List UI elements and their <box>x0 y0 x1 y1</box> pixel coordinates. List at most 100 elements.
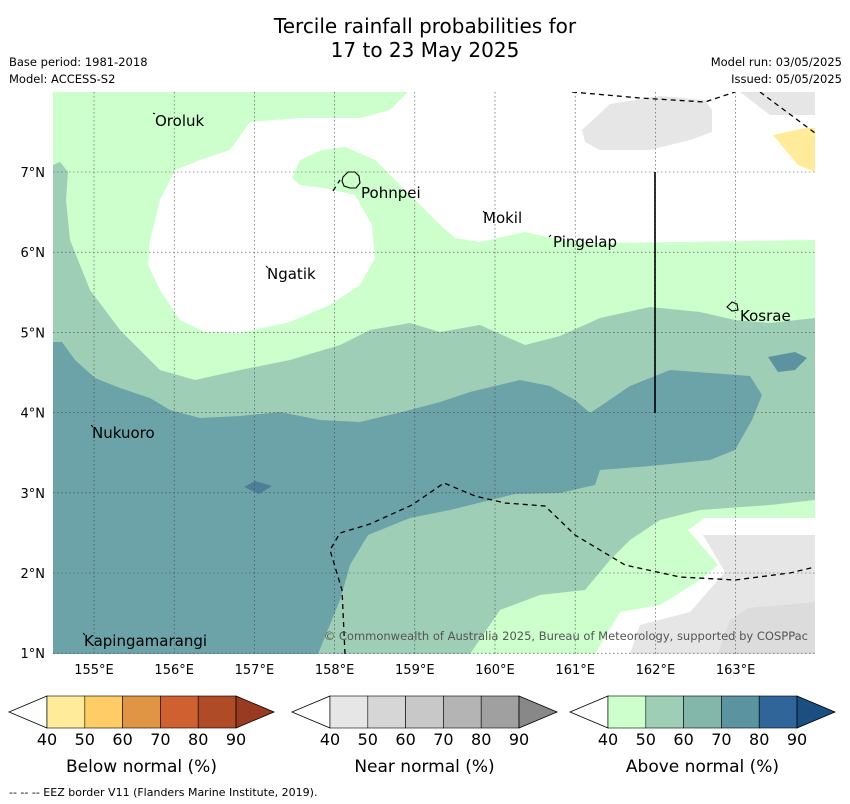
x-tick-label: 162°E <box>636 663 676 678</box>
colorbar-segment <box>122 695 161 729</box>
field-above-70-80-patch <box>768 352 807 372</box>
colorbar-segment <box>329 695 369 729</box>
pohnpei-island-outline <box>341 171 361 189</box>
colorbar-tick-label: 70 <box>150 730 170 749</box>
place-kosrae: Kosrae <box>740 307 791 325</box>
y-tick-label: 3°N <box>21 487 46 502</box>
colorbar-tick-label: 80 <box>471 730 491 749</box>
colorbar-segment <box>758 695 798 729</box>
colorbar-segment <box>160 695 199 729</box>
field-below-40-50 <box>773 128 815 172</box>
copyright-notice: © Commonwealth of Australia 2025, Bureau… <box>324 629 808 643</box>
model-run: Model run: 03/05/2025 <box>710 55 842 69</box>
marker-ngatik <box>265 265 269 269</box>
model-name: Model: ACCESS-S2 <box>9 72 116 86</box>
colorbar-under-triangle <box>7 695 48 729</box>
title-line-1: Tercile rainfall probabilities for <box>273 14 577 38</box>
eez-footnote: -- -- -- EEZ border V11 (Flanders Marine… <box>9 786 318 799</box>
colorbar-title-below: Below normal (%) <box>66 757 217 777</box>
colorbar-above: 40 50 60 70 80 90 Above normal (%) <box>568 695 837 777</box>
colorbar-tick-label: 60 <box>112 730 132 749</box>
colorbar-tick-label: 50 <box>636 730 656 749</box>
y-axis-ticks: 7°N 6°N 5°N 4°N 3°N 2°N 1°N <box>21 166 46 662</box>
meta-right: Model run: 03/05/2025 Issued: 05/05/2025 <box>711 54 842 88</box>
colorbar-tick-label: 40 <box>37 730 57 749</box>
colorbar-title-above: Above normal (%) <box>626 757 779 777</box>
colorbar-near: 40 50 60 70 80 90 Near normal (%) <box>290 695 559 777</box>
colorbar-tick-label: 50 <box>75 730 95 749</box>
colorbar-segment <box>46 695 86 729</box>
colorbar-segment <box>405 695 444 729</box>
marker-oroluk <box>152 112 156 115</box>
probability-fields <box>53 92 815 654</box>
marker-pingelap <box>548 234 552 238</box>
place-pingelap: Pingelap <box>553 233 617 251</box>
colorbar-tick-label: 70 <box>433 730 453 749</box>
field-above-80-90-patch <box>244 481 272 494</box>
place-nukuoro: Nukuoro <box>92 424 155 442</box>
colorbar-segment <box>84 695 123 729</box>
colorbar-under-triangle <box>290 695 331 729</box>
marker-mokil <box>482 210 486 214</box>
colorbar-segment <box>721 695 760 729</box>
colorbar-segment <box>197 695 237 729</box>
x-tick-label: 156°E <box>154 663 194 678</box>
colorbar-tick-label: 80 <box>749 730 769 749</box>
field-above-60-70 <box>53 342 762 654</box>
x-tick-label: 159°E <box>395 663 435 678</box>
colorbar-over-triangle <box>518 695 559 729</box>
colorbar-tick-label: 40 <box>320 730 340 749</box>
colorbar-over-triangle <box>235 695 276 729</box>
colorbar-under-triangle <box>568 695 609 729</box>
place-kapingamarangi: Kapingamarangi <box>84 632 207 650</box>
colorbar-below: 40 50 60 70 80 90 Below normal (%) <box>7 695 276 777</box>
base-period: Base period: 1981-2018 <box>9 55 148 69</box>
y-tick-label: 7°N <box>21 166 46 181</box>
x-axis-ticks: 155°E 156°E 157°E 158°E 159°E 160°E 161°E 162°E… <box>74 663 755 678</box>
y-tick-label: 4°N <box>21 407 46 422</box>
place-oroluk: Oroluk <box>155 112 204 130</box>
eez-border-pohnpei <box>332 179 341 192</box>
colorbar-tick-label: 80 <box>188 730 208 749</box>
colorbar-tick-label: 90 <box>509 730 529 749</box>
x-tick-label: 161°E <box>555 663 595 678</box>
colorbar-tick-label: 60 <box>673 730 693 749</box>
title-line-2: 17 to 23 May 2025 <box>330 38 520 62</box>
x-tick-label: 158°E <box>315 663 355 678</box>
colorbar-segment <box>443 695 482 729</box>
x-tick-label: 163°E <box>716 663 756 678</box>
place-pohnpei: Pohnpei <box>361 184 421 202</box>
eez-border-north <box>571 92 736 103</box>
marker-nukuoro <box>90 424 94 428</box>
colorbar-tick-label: 60 <box>395 730 415 749</box>
place-ngatik: Ngatik <box>267 265 316 283</box>
place-markers <box>82 112 552 636</box>
colorbar-segment <box>480 695 520 729</box>
y-tick-label: 2°N <box>21 567 46 582</box>
colorbar-segment <box>683 695 722 729</box>
colorbar-tick-label: 40 <box>598 730 618 749</box>
eez-border-ne <box>759 92 815 134</box>
x-tick-label: 157°E <box>235 663 275 678</box>
y-tick-label: 1°N <box>21 647 46 662</box>
colorbar-segment <box>367 695 406 729</box>
legend-colorbars: 40 50 60 70 80 90 Below normal (%) 40 50 60 70 80 90… <box>7 695 837 777</box>
issued-date: Issued: 05/05/2025 <box>731 72 842 86</box>
meta-left: Base period: 1981-2018 Model: ACCESS-S2 <box>9 54 148 88</box>
kosrae-island-outline <box>726 301 739 312</box>
field-near-40-50-ne <box>740 92 815 115</box>
field-near-40-50-se-inner <box>718 602 815 654</box>
colorbar-tick-label: 50 <box>358 730 378 749</box>
place-mokil: Mokil <box>483 209 522 227</box>
eez-border-south <box>329 482 815 654</box>
x-tick-label: 155°E <box>74 663 114 678</box>
colorbar-title-near: Near normal (%) <box>354 757 494 777</box>
colorbar-segment <box>607 695 647 729</box>
colorbar-segment <box>645 695 684 729</box>
y-tick-label: 6°N <box>21 246 46 261</box>
eez-borders <box>329 92 815 654</box>
map-title: Tercile rainfall probabilities for 17 to… <box>0 14 850 62</box>
gridlines <box>53 92 815 654</box>
colorbar-tick-label: 70 <box>711 730 731 749</box>
field-near-40-50-north <box>582 96 712 150</box>
